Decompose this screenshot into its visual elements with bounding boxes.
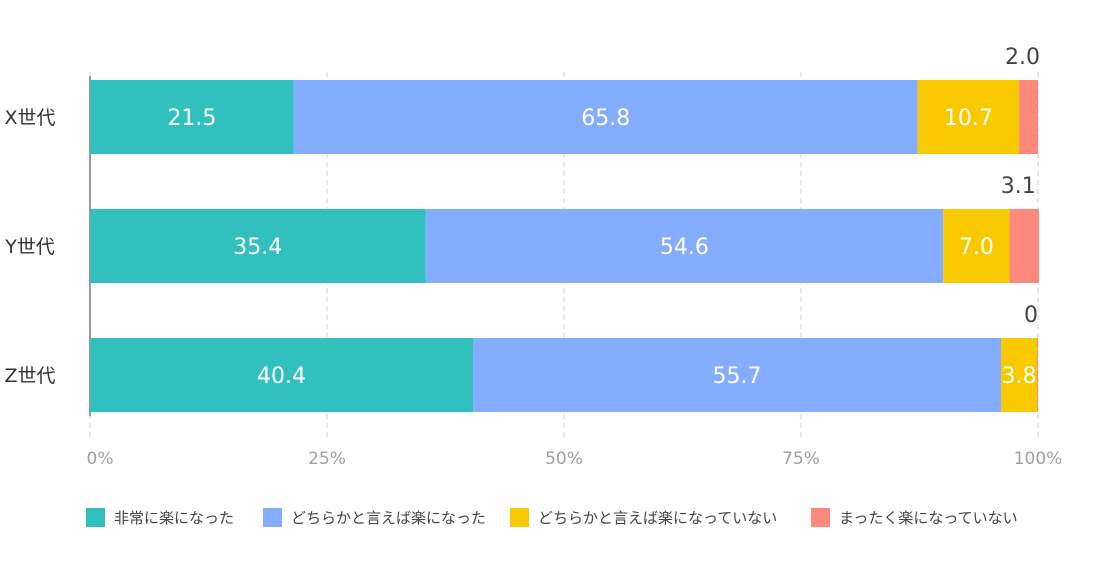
data-label: 55.7 [713, 364, 762, 389]
legend-swatch [263, 508, 282, 527]
x-tick-label: 25% [308, 449, 346, 469]
bar-segment [1001, 338, 1038, 412]
category-label: Y世代 [4, 236, 55, 258]
bar-segment [1019, 80, 1038, 154]
bar-segment [90, 80, 294, 154]
legend-label: どちらかと言えば楽になった [291, 509, 486, 527]
data-label: 3.1 [1001, 174, 1036, 199]
legend-swatch [86, 508, 105, 527]
data-label: 65.8 [581, 106, 630, 131]
bar-segment [917, 80, 1020, 154]
x-tick-label: 75% [782, 449, 820, 469]
legend: 非常に楽になった どちらかと言えば楽になった どちらかと言えば楽になっていない まった… [86, 508, 1018, 527]
data-label: 54.6 [660, 235, 709, 260]
category-label: Z世代 [4, 365, 55, 387]
bar-segment [90, 209, 426, 283]
bars: 21.5 65.8 10.7 2.0 35.4 54.6 7.0 3.1 40.4 55.7 3.8… [90, 45, 1040, 412]
legend-label: まったく楽になっていない [839, 509, 1018, 527]
x-tick-label: 100% [1014, 449, 1063, 469]
x-tick-label: 50% [545, 449, 583, 469]
bar-segment-remainder [1037, 338, 1038, 412]
legend-label: 非常に楽になった [114, 509, 234, 527]
bar-segment [943, 209, 1010, 283]
data-label: 35.4 [233, 235, 282, 260]
legend-label: どちらかと言えば楽になっていない [538, 509, 777, 527]
bar-segment [425, 209, 944, 283]
data-label: 7.0 [959, 235, 994, 260]
bar-segment [1009, 209, 1039, 283]
bar-segment [293, 80, 918, 154]
bar-segment [472, 338, 1002, 412]
category-labels: X世代 Y世代 Z世代 [4, 107, 55, 387]
data-label: 21.5 [167, 106, 216, 131]
legend-swatch [510, 508, 529, 527]
data-label: 40.4 [257, 364, 306, 389]
bar-segment [90, 338, 473, 412]
category-label: X世代 [4, 107, 55, 129]
x-tick-labels: 0% 25% 50% 75% 100% [87, 449, 1063, 469]
data-label: 10.7 [944, 106, 993, 131]
legend-swatch [811, 508, 830, 527]
x-tick-label: 0% [87, 449, 114, 469]
data-label: 0 [1024, 303, 1038, 328]
data-label: 3.8 [1002, 364, 1037, 389]
data-label: 2.0 [1005, 45, 1040, 70]
